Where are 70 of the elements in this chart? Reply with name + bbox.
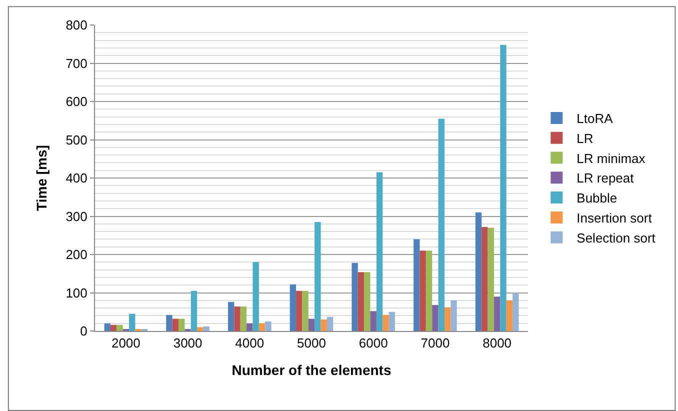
bar <box>104 323 110 331</box>
bar <box>352 262 358 331</box>
bar <box>172 318 179 331</box>
legend-label: LR <box>576 130 594 146</box>
bar <box>314 222 321 331</box>
bar <box>308 318 315 331</box>
bar <box>382 314 389 331</box>
bar <box>482 226 488 331</box>
bar <box>438 118 444 331</box>
bar <box>246 323 253 331</box>
bar <box>190 290 198 331</box>
x-tick-label: 6000 <box>358 336 388 351</box>
bar <box>110 324 117 331</box>
bar <box>197 327 204 331</box>
bar <box>376 172 383 331</box>
bar <box>166 314 172 331</box>
x-tick-label: 2000 <box>111 336 140 351</box>
y-tick-label: 0 <box>80 324 88 339</box>
bar <box>240 306 247 331</box>
bar <box>488 228 494 331</box>
bar <box>444 307 451 331</box>
y-axis-title: Time [ms] <box>33 145 50 211</box>
bar <box>129 314 136 331</box>
y-tick-label: 100 <box>66 285 88 300</box>
bar <box>228 302 234 331</box>
bar <box>388 312 396 331</box>
bar <box>326 316 334 331</box>
legend-label: LR repeat <box>576 170 634 186</box>
bar <box>302 290 308 331</box>
bar <box>178 318 185 331</box>
bar <box>203 326 210 331</box>
bar <box>494 296 500 331</box>
x-tick-label: 4000 <box>235 336 264 351</box>
x-tick-label: 8000 <box>482 336 512 351</box>
bar <box>320 320 327 331</box>
bar <box>116 324 123 331</box>
bar <box>370 311 376 331</box>
x-tick-label: 5000 <box>297 336 326 351</box>
bar <box>500 44 506 331</box>
bar <box>512 292 519 331</box>
x-tick-label: 7000 <box>420 336 450 351</box>
x-axis-title: Number of the elements <box>232 362 392 378</box>
legend-label: LtoRA <box>576 111 614 126</box>
y-tick-label: 200 <box>66 247 88 262</box>
legend-label: Bubble <box>576 190 618 206</box>
y-tick-label: 700 <box>66 56 88 71</box>
bar <box>450 300 457 331</box>
bar <box>265 321 272 331</box>
x-tick-label: 3000 <box>173 336 202 351</box>
bar <box>258 323 266 331</box>
bar <box>432 304 438 331</box>
bar <box>420 250 426 331</box>
y-tick-label: 300 <box>66 208 88 224</box>
bar <box>414 239 420 331</box>
legend-label: Insertion sort <box>576 210 652 226</box>
bar <box>475 212 482 331</box>
y-tick-label: 800 <box>66 18 88 33</box>
legend-label: LR minimax <box>576 150 646 166</box>
y-tick-label: 500 <box>66 132 88 148</box>
bar <box>358 272 364 331</box>
bar <box>234 306 240 331</box>
legend-label: Selection sort <box>576 230 656 246</box>
bar <box>426 250 432 331</box>
bar <box>364 272 370 331</box>
bar <box>296 290 302 331</box>
bar <box>290 284 296 331</box>
bar <box>252 262 259 331</box>
bar <box>506 300 513 331</box>
y-tick-label: 600 <box>66 94 88 110</box>
y-tick-label: 400 <box>66 170 88 186</box>
